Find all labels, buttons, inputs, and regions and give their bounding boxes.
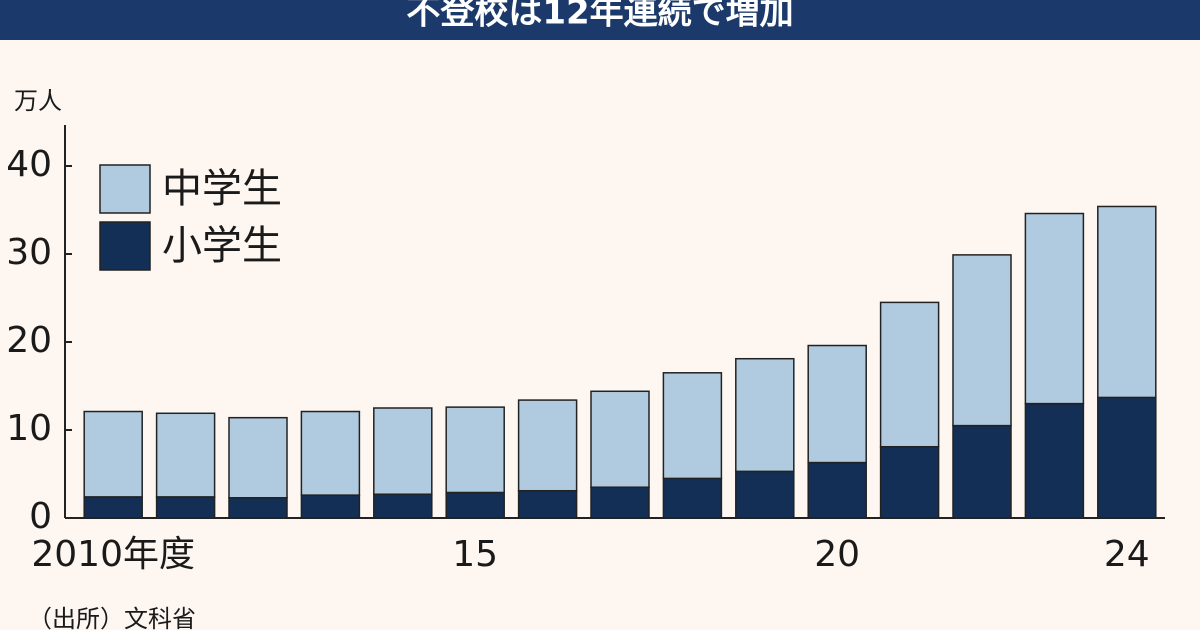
bar-segment [952, 424, 1012, 519]
bar-segment [807, 461, 867, 519]
legend-label: 小学生 [162, 223, 282, 269]
bar-segment [300, 410, 361, 496]
legend-swatch [99, 164, 151, 214]
bar-segment [83, 496, 143, 519]
bar-segment [1097, 396, 1157, 519]
bar-segment [662, 372, 723, 480]
x-tick-label: 20 [814, 534, 860, 575]
y-tick-label: 40 [6, 144, 52, 185]
bar-segment [155, 496, 216, 519]
legend-label: 中学生 [162, 166, 282, 212]
bar-segment [228, 416, 288, 499]
bar-segment [445, 406, 505, 494]
bar-segment [952, 254, 1012, 427]
chart-title: 不登校は12年連続で増加 [406, 0, 793, 33]
bar-segment [517, 399, 578, 492]
y-tick-label: 20 [6, 320, 52, 361]
bar-segment [662, 477, 723, 519]
bar-segment [807, 344, 867, 464]
y-tick-label: 0 [29, 496, 52, 537]
bar-segment [445, 491, 505, 519]
bar-segment [517, 489, 578, 519]
y-tick-label: 30 [6, 232, 52, 273]
bar-segment [373, 493, 433, 519]
legend-swatch [99, 221, 151, 271]
source: （出所）文科省 [28, 605, 196, 630]
bar-segment [1024, 212, 1085, 405]
bar-segment [373, 407, 433, 495]
y-tick-label: 10 [6, 408, 52, 449]
y-unit: 万人 [14, 87, 62, 115]
x-tick-label: 24 [1104, 534, 1150, 575]
bar-segment [1024, 402, 1085, 519]
bar-segment [590, 486, 650, 519]
bar-segment [879, 301, 940, 448]
x-tick-label: 15 [452, 534, 498, 575]
bar-segment [879, 445, 940, 519]
bar-segment [83, 410, 143, 498]
bar-segment [1097, 205, 1157, 399]
bar-segment [300, 494, 361, 519]
x-tick-label: 2010年度 [31, 534, 195, 575]
title-bar [0, 0, 1200, 40]
bar-segment [735, 357, 795, 473]
bar-segment [228, 497, 288, 519]
bar-segment [155, 412, 216, 498]
bar-segment [735, 470, 795, 519]
bar-segment [590, 390, 650, 488]
